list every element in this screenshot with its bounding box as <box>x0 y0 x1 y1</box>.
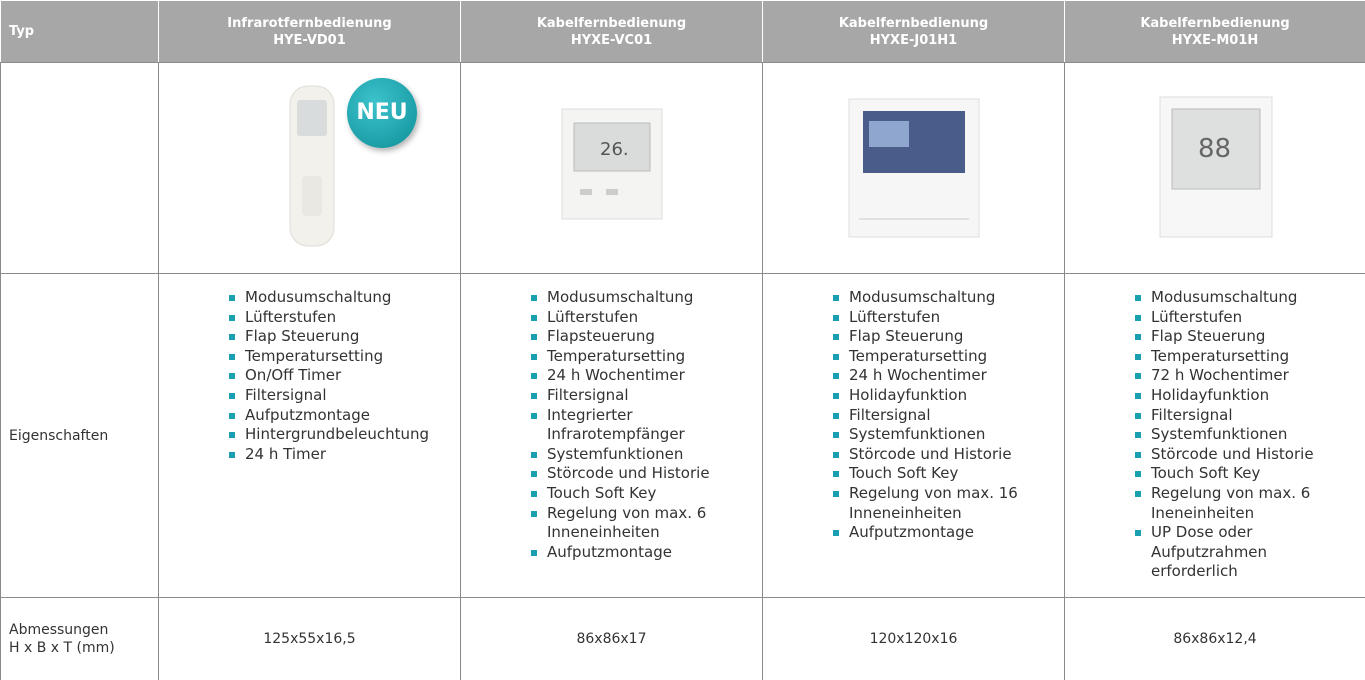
feature-item: UP Dose oder Aufputzrahmen erforderlich <box>1133 523 1358 582</box>
features-row: Eigenschaften Modusumschaltung Lüfterstuf… <box>0 273 1365 598</box>
feature-item: Flap Steuerung <box>227 327 452 347</box>
feature-item: Störcode und Historie <box>1133 445 1358 465</box>
header-cell: Kabelfernbedienung HYXE-J01H1 <box>762 0 1065 63</box>
features-cell: Modusumschaltung Lüfterstufen Flapsteuerun… <box>460 273 763 598</box>
feature-item: Systemfunktionen <box>1133 425 1358 445</box>
feature-item: Touch Soft Key <box>1133 464 1358 484</box>
feature-item: Flap Steuerung <box>1133 327 1358 347</box>
features-cell: Modusumschaltung Lüfterstufen Flap Steueru… <box>762 273 1065 598</box>
feature-list: Modusumschaltung Lüfterstufen Flap Steueru… <box>831 288 1056 543</box>
controller-image <box>848 98 979 238</box>
feature-item: Holidayfunktion <box>831 386 1056 406</box>
feature-item: Systemfunktionen <box>529 445 754 465</box>
controller-image: 26. <box>561 108 662 220</box>
feature-list: Modusumschaltung Lüfterstufen Flap Steueru… <box>227 288 452 464</box>
header-label: Typ <box>0 0 159 63</box>
feature-item: Temperatursetting <box>831 347 1056 367</box>
feature-item: Filtersignal <box>1133 406 1358 426</box>
image-cell: NEU <box>158 62 461 274</box>
feature-item: Touch Soft Key <box>831 464 1056 484</box>
header-row: Typ Infrarotfernbedienung HYE-VD01 Kabelf… <box>0 0 1365 63</box>
features-cell: Modusumschaltung Lüfterstufen Flap Steueru… <box>1064 273 1365 598</box>
label-line: H x B x T (mm) <box>9 640 115 656</box>
feature-item: Lüfterstufen <box>227 308 452 328</box>
feature-item: Aufputzmontage <box>529 543 754 563</box>
feature-item: Filtersignal <box>831 406 1056 426</box>
feature-item: Flap Steuerung <box>831 327 1056 347</box>
svg-text:88: 88 <box>1198 134 1231 164</box>
device-name: Kabelfernbedienung <box>1140 15 1290 31</box>
device-model: HYXE-J01H1 <box>869 32 958 48</box>
new-badge: NEU <box>347 78 417 148</box>
dimension-value: 86x86x12,4 <box>1064 597 1365 680</box>
row-label: Eigenschaften <box>0 273 159 598</box>
row-label: Abmessungen H x B x T (mm) <box>0 597 159 680</box>
feature-item: 24 h Wochentimer <box>529 366 754 386</box>
svg-text:26.: 26. <box>600 139 629 160</box>
feature-item: Systemfunktionen <box>831 425 1056 445</box>
dimension-value: 120x120x16 <box>762 597 1065 680</box>
feature-item: Lüfterstufen <box>529 308 754 328</box>
image-cell: 26. <box>460 62 763 274</box>
dimensions-row: Abmessungen H x B x T (mm) 125x55x16,5 86… <box>0 597 1365 680</box>
feature-item: Filtersignal <box>227 386 452 406</box>
feature-item: 72 h Wochentimer <box>1133 366 1358 386</box>
image-row: NEU 26. 88 <box>0 62 1365 274</box>
feature-item: On/Off Timer <box>227 366 452 386</box>
dimension-value: 86x86x17 <box>460 597 763 680</box>
header-cell: Infrarotfernbedienung HYE-VD01 <box>158 0 461 63</box>
feature-item: Regelung von max. 16 Inneneinheiten <box>831 484 1056 523</box>
feature-list: Modusumschaltung Lüfterstufen Flapsteuerun… <box>529 288 754 562</box>
controller-image: 88 <box>1159 96 1273 238</box>
feature-item: Aufputzmontage <box>227 406 452 426</box>
feature-item: Holidayfunktion <box>1133 386 1358 406</box>
feature-item: Modusumschaltung <box>529 288 754 308</box>
feature-item: Modusumschaltung <box>1133 288 1358 308</box>
device-name: Kabelfernbedienung <box>536 15 687 31</box>
dimension-value: 125x55x16,5 <box>158 597 461 680</box>
feature-item: Hintergrundbeleuchtung <box>227 425 452 445</box>
feature-item: Regelung von max. 6 Ineneinheiten <box>1133 484 1358 523</box>
feature-item: Temperatursetting <box>227 347 452 367</box>
header-cell: Kabelfernbedienung HYXE-VC01 <box>460 0 763 63</box>
feature-item: Temperatursetting <box>1133 347 1358 367</box>
feature-item: Filtersignal <box>529 386 754 406</box>
label-line: Abmessungen <box>9 622 109 638</box>
image-cell <box>762 62 1065 274</box>
feature-item: 24 h Wochentimer <box>831 366 1056 386</box>
remote-image <box>289 85 334 247</box>
image-cell: 88 <box>1064 62 1365 274</box>
feature-item: Flapsteuerung <box>529 327 754 347</box>
feature-item: Störcode und Historie <box>831 445 1056 465</box>
feature-item: Integrierter Infrarotempfänger <box>529 406 754 445</box>
header-cell: Kabelfernbedienung HYXE-M01H <box>1064 0 1365 63</box>
device-model: HYXE-VC01 <box>570 32 653 48</box>
feature-item: Aufputzmontage <box>831 523 1056 543</box>
features-cell: Modusumschaltung Lüfterstufen Flap Steueru… <box>158 273 461 598</box>
feature-item: Regelung von max. 6 Inneneinheiten <box>529 504 754 543</box>
device-name: Kabelfernbedienung <box>838 15 989 31</box>
feature-item: 24 h Timer <box>227 445 452 465</box>
device-model: HYE-VD01 <box>273 32 346 48</box>
feature-item: Störcode und Historie <box>529 464 754 484</box>
feature-item: Touch Soft Key <box>529 484 754 504</box>
device-name: Infrarotfernbedienung <box>227 15 392 31</box>
feature-item: Modusumschaltung <box>227 288 452 308</box>
feature-item: Lüfterstufen <box>1133 308 1358 328</box>
feature-item: Temperatursetting <box>529 347 754 367</box>
feature-item: Lüfterstufen <box>831 308 1056 328</box>
feature-item: Modusumschaltung <box>831 288 1056 308</box>
device-model: HYXE-M01H <box>1171 32 1259 48</box>
feature-list: Modusumschaltung Lüfterstufen Flap Steueru… <box>1133 288 1358 582</box>
empty-cell <box>0 62 159 274</box>
